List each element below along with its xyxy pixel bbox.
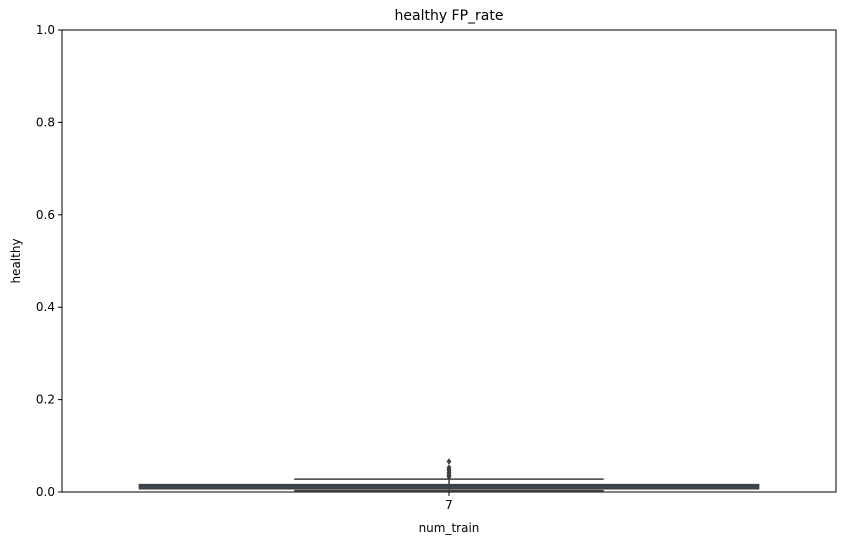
outlier-point bbox=[446, 464, 452, 471]
x-axis-ticks: 7 bbox=[445, 492, 453, 512]
y-tick-label: 0.2 bbox=[36, 393, 55, 407]
outlier-points bbox=[446, 458, 452, 480]
y-tick-label: 0.4 bbox=[36, 300, 55, 314]
y-tick-label: 1.0 bbox=[36, 23, 55, 37]
chart-title: healthy FP_rate bbox=[395, 8, 504, 24]
y-axis-ticks: 0.0 0.2 0.4 0.6 0.8 1.0 bbox=[36, 23, 62, 499]
outlier-point bbox=[446, 458, 452, 465]
y-tick-label: 0.0 bbox=[36, 485, 55, 499]
box-group bbox=[138, 458, 760, 492]
x-tick-label: 7 bbox=[445, 498, 453, 512]
y-tick-label: 0.6 bbox=[36, 208, 55, 222]
x-axis-label: num_train bbox=[419, 521, 480, 535]
plot-frame bbox=[61, 29, 837, 493]
y-tick-label: 0.8 bbox=[36, 115, 55, 129]
y-axis-label: healthy bbox=[9, 238, 23, 283]
